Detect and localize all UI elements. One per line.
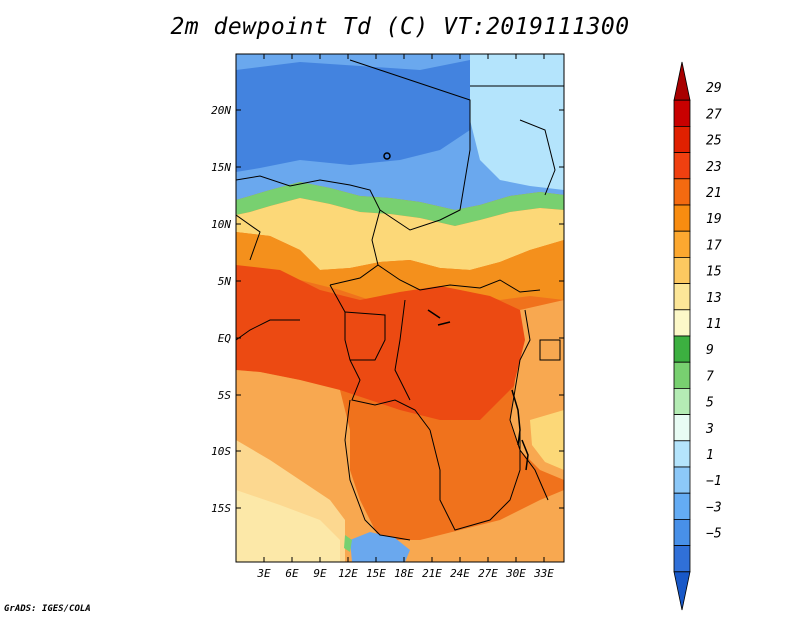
lon-label-15e: 15E	[366, 567, 386, 580]
colorbar-bottom-arrow	[673, 571, 691, 611]
field-east-highlands-light	[530, 410, 564, 470]
colorbar-label: 21	[706, 186, 722, 201]
lat-label-eq: EQ	[218, 332, 232, 345]
lon-label-21e: 21E	[422, 567, 442, 580]
lon-label-6e: 6E	[285, 567, 299, 580]
lon-label-12e: 12E	[338, 567, 358, 580]
lon-label-30e: 30E	[505, 567, 526, 580]
colorbar-label: 17	[706, 238, 722, 253]
colorbar-swatch	[673, 283, 691, 311]
lakes	[383, 152, 529, 471]
colorbar-swatch	[673, 519, 691, 547]
colorbar-label: 5	[706, 396, 714, 411]
latitude-axis	[236, 109, 564, 509]
colorbar-label: 25	[706, 134, 722, 149]
lat-label-10n: 10N	[211, 218, 231, 231]
colorbar-label: 3	[705, 422, 714, 437]
dewpoint-field	[236, 54, 564, 562]
longitude-axis	[263, 54, 545, 562]
lat-label-5n: 5N	[218, 275, 232, 288]
colorbar-label: 27	[706, 107, 722, 122]
field-southwest-lighter	[236, 490, 340, 562]
field-south-blue-patch	[350, 532, 410, 562]
field-wet-core	[236, 265, 530, 420]
colorbar-swatch	[673, 99, 691, 127]
colorbar-label: 23	[706, 160, 722, 175]
colorbar-label: 1	[706, 448, 714, 463]
colorbar-label: −5	[706, 527, 722, 542]
lon-label-24e: 24E	[450, 567, 470, 580]
colorbar-label: −1	[706, 474, 722, 489]
colorbar-swatch	[673, 178, 691, 206]
colorbar-swatch	[673, 466, 691, 494]
colorbar-label: 9	[706, 343, 714, 358]
colorbar-label: 15	[706, 265, 722, 280]
grads-credit: GrADS: IGES/COLA	[4, 604, 91, 614]
colorbar-swatch	[673, 492, 691, 520]
lat-label-15s: 15S	[211, 502, 231, 515]
field-dry-northeast	[470, 54, 564, 190]
lat-label-5s: 5S	[218, 389, 232, 402]
colorbar-label: 13	[706, 291, 722, 306]
colorbar-label: 11	[706, 317, 722, 332]
colorbar-label: 29	[706, 81, 722, 96]
colorbar-label: 19	[706, 212, 722, 227]
colorbar-label: −3	[706, 500, 722, 515]
lat-label-20n: 20N	[211, 104, 231, 117]
colorbar-swatch	[673, 126, 691, 154]
colorbar-swatch	[673, 335, 691, 363]
colorbar-swatch	[673, 440, 691, 468]
field-yellow-band	[236, 198, 564, 270]
field-green-band	[236, 182, 564, 226]
map-title: 2m dewpoint Td (C) VT:2019111300	[170, 14, 630, 40]
colorbar-top-arrow	[673, 61, 691, 101]
field-south-green-patch	[344, 535, 352, 552]
country-borders	[236, 59, 564, 541]
field-orange-band	[236, 232, 564, 300]
lon-label-27e: 27E	[478, 567, 498, 580]
field-dry-north-dark	[236, 60, 470, 172]
colorbar-swatch	[673, 256, 691, 284]
lon-label-3e: 3E	[256, 567, 271, 580]
lat-label-15n: 15N	[211, 161, 231, 174]
colorbar-swatch	[673, 204, 691, 232]
colorbar-swatch	[673, 361, 691, 389]
colorbar-swatch	[673, 230, 691, 258]
lon-label-18e: 18E	[394, 567, 414, 580]
lat-label-10s: 10S	[211, 445, 231, 458]
colorbar-swatch	[673, 387, 691, 415]
colorbar-label: 7	[706, 369, 714, 384]
colorbar: 29 27 25 23 21 19 17 15 13 11 9 7 5 3 1 −1 −3 −5	[673, 61, 722, 611]
colorbar-swatch	[673, 545, 691, 573]
colorbar-swatch	[673, 309, 691, 337]
lon-label-33e: 33E	[533, 567, 554, 580]
colorbar-swatch	[673, 152, 691, 180]
map-frame	[235, 53, 565, 563]
lon-label-9e: 9E	[313, 567, 327, 580]
colorbar-swatch	[673, 414, 691, 442]
